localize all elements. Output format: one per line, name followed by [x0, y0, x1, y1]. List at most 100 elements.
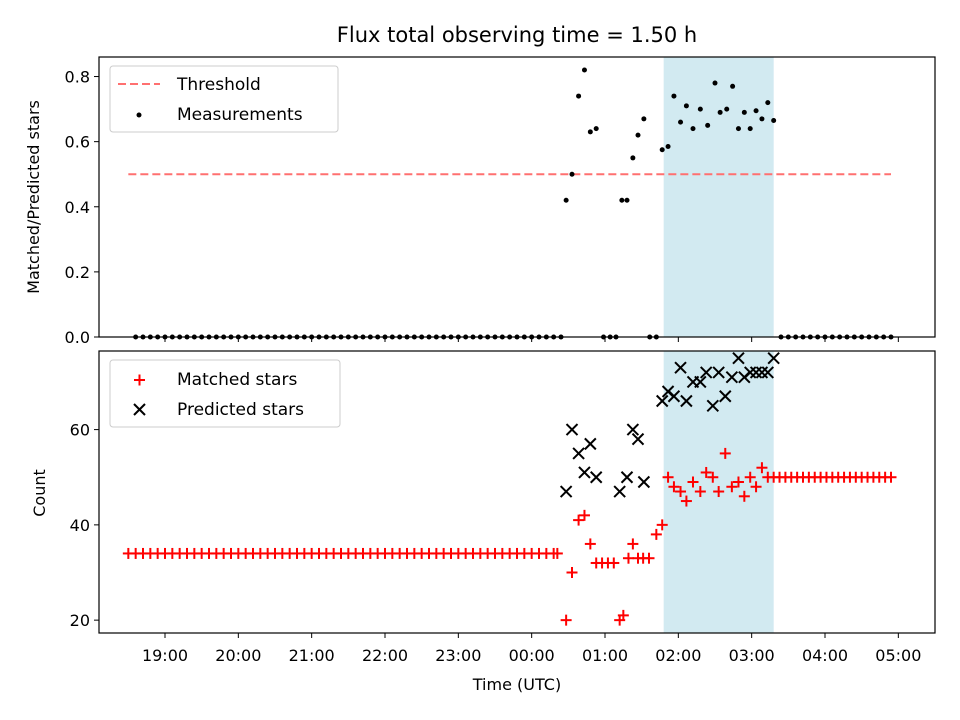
x-b — [565, 423, 579, 436]
legend-predicted-label: Predicted stars — [177, 400, 304, 420]
measurement-point — [665, 144, 671, 150]
measurement-point — [678, 119, 684, 125]
top-y-tick-label: 0.6 — [65, 133, 90, 152]
measurement-point — [690, 126, 696, 132]
matched-stars-point — [668, 481, 680, 493]
matched-stars-point — [707, 471, 719, 483]
bottom-x-tick-label: 02:00 — [655, 646, 701, 665]
matched-stars-point — [885, 471, 897, 483]
predicted-stars-point — [699, 366, 713, 379]
legend-measurements-swatch — [136, 112, 142, 118]
measurement-point — [730, 83, 736, 89]
measurement-point — [593, 126, 599, 132]
predicted-stars-point — [732, 351, 745, 365]
x-b — [626, 423, 640, 436]
matched-stars-point — [622, 552, 634, 564]
measurement-point — [753, 108, 759, 114]
bottom-x-tick-label: 22:00 — [362, 646, 408, 665]
bottom-y-axis: 20 40 60 — [70, 421, 99, 630]
top-marks — [128, 67, 894, 340]
matched-stars-point — [608, 557, 620, 569]
x-b — [631, 432, 645, 446]
measurement-point — [724, 106, 730, 112]
measurement-point — [563, 197, 569, 203]
matched-stars-point — [578, 509, 590, 521]
predicted-stars-point — [637, 475, 651, 489]
matched-stars-point — [744, 471, 756, 483]
matched-stars-point — [560, 614, 572, 626]
legend-measurements-label: Measurements — [177, 105, 303, 125]
predicted-stars-point — [631, 432, 645, 446]
x-b — [584, 437, 597, 451]
matched-stars-point — [573, 514, 585, 526]
measurement-point — [581, 67, 587, 73]
top-legend: Threshold Measurements — [109, 65, 339, 133]
matched-stars-point — [700, 466, 712, 478]
x-b — [767, 351, 780, 365]
predicted-stars-point — [620, 471, 634, 484]
top-legend-box — [109, 65, 339, 133]
predicted-stars-point — [578, 466, 591, 479]
x-b — [589, 471, 603, 484]
predicted-stars-point — [767, 351, 780, 365]
matched-stars-point — [551, 547, 563, 559]
x-b — [749, 366, 763, 379]
legend-matched-label: Matched stars — [177, 370, 297, 390]
x-b — [572, 447, 585, 460]
predicted-stars-point — [706, 399, 720, 412]
x-b — [637, 475, 651, 489]
measurement-point — [759, 116, 765, 122]
matched-stars-point — [750, 481, 762, 493]
predicted-stars-point — [680, 394, 693, 408]
bottom-x-tick-label: 05:00 — [875, 646, 921, 665]
measurement-point — [741, 109, 747, 115]
legend-predicted-swatch — [133, 403, 146, 416]
predicted-stars-point — [613, 485, 626, 498]
matched-stars-point — [713, 486, 725, 498]
legend-matched-swatch — [134, 374, 145, 386]
x-b — [674, 361, 687, 374]
matched-stars-point — [726, 481, 738, 493]
predicted-stars-point — [755, 366, 769, 379]
x-b — [559, 485, 573, 498]
x-b — [667, 390, 681, 403]
bottom-y-tick-label: 60 — [70, 421, 90, 440]
measurement-point — [576, 93, 582, 99]
predicted-stars-point — [572, 447, 585, 460]
top-chart-title: Flux total observing time = 1.50 h — [337, 23, 697, 47]
bottom-x-tick-label: 00:00 — [509, 646, 555, 665]
matched-stars-point — [650, 528, 662, 540]
bottom-y-tick-label: 40 — [70, 516, 90, 535]
bottom-plot-frame — [98, 350, 936, 634]
measurement-point — [683, 103, 689, 109]
top-y-tick-label: 0.8 — [65, 68, 90, 87]
x-b — [719, 390, 732, 403]
predicted-stars-point — [725, 370, 739, 384]
predicted-stars-point — [761, 366, 775, 379]
bottom-x-tick-label: 19:00 — [142, 646, 188, 665]
x-b — [712, 366, 725, 379]
matched-stars-point — [584, 538, 596, 550]
top-y-tick-label: 0.2 — [65, 263, 90, 282]
matched-stars-point — [566, 567, 578, 579]
predicted-stars-point — [559, 485, 573, 498]
top-y-tick-label: 0.4 — [65, 198, 90, 217]
predicted-stars-point — [674, 361, 687, 374]
matched-stars-point — [694, 486, 706, 498]
measurement-point — [619, 197, 625, 203]
predicted-stars-point — [626, 423, 640, 436]
matched-stars-point — [680, 495, 692, 507]
measurement-point — [659, 147, 665, 153]
top-plot-frame — [98, 56, 936, 338]
matched-stars-point — [643, 552, 655, 564]
bottom-x-tick-label: 01:00 — [582, 646, 628, 665]
predicted-stars-point — [749, 366, 763, 379]
bottom-marks — [122, 351, 897, 626]
predicted-stars-point — [584, 437, 597, 451]
bottom-panel: 20 40 60 19:00 20:00 21:00 22:00 23:00 00:00 01:… — [30, 350, 936, 694]
top-x-ticks — [164, 337, 899, 342]
bottom-legend-box — [109, 359, 341, 428]
bottom-x-tick-label: 03:00 — [729, 646, 775, 665]
x-b — [655, 394, 669, 408]
matched-stars-point — [687, 476, 699, 488]
